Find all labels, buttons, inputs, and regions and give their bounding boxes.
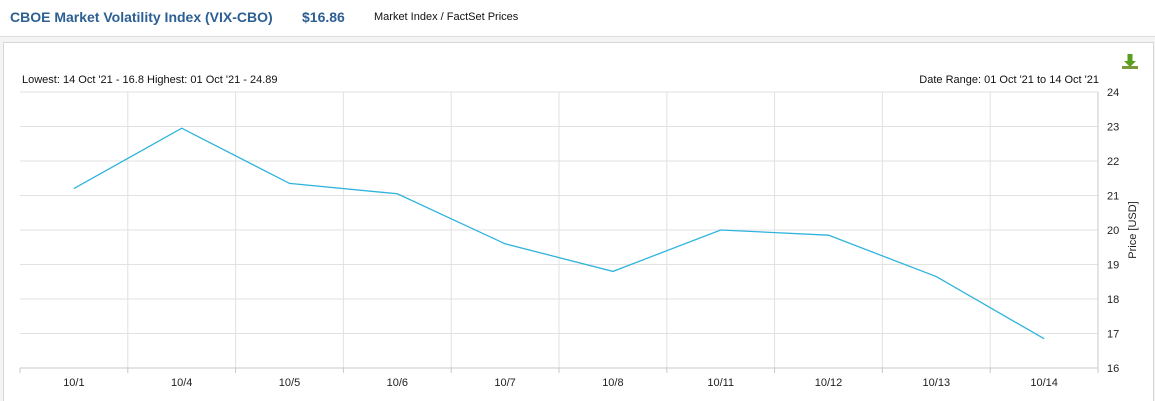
data-point[interactable] xyxy=(1041,336,1047,342)
data-point[interactable] xyxy=(179,125,185,131)
header-bar: CBOE Market Volatility Index (VIX-CBO) $… xyxy=(0,0,1155,37)
x-tick-label: 10/5 xyxy=(279,377,300,389)
x-tick-label: 10/14 xyxy=(1030,377,1058,389)
data-point[interactable] xyxy=(287,180,293,186)
data-point[interactable] xyxy=(71,186,77,192)
x-tick-label: 10/12 xyxy=(815,377,843,389)
series xyxy=(71,125,1047,342)
data-point[interactable] xyxy=(933,274,939,280)
x-tick-label: 10/4 xyxy=(171,377,192,389)
y-tick-label: 21 xyxy=(1107,191,1119,203)
data-point[interactable] xyxy=(826,232,832,238)
chart-panel xyxy=(3,42,1154,401)
y-axis-label: Price [USD] xyxy=(1127,201,1139,258)
current-price: $16.86 xyxy=(302,9,345,25)
y-tick-label: 20 xyxy=(1107,225,1119,237)
grid xyxy=(20,91,1098,368)
x-tick-label: 10/13 xyxy=(923,377,951,389)
range-summary: Lowest: 14 Oct '21 - 16.8 Highest: 01 Oc… xyxy=(22,74,278,86)
data-point[interactable] xyxy=(394,191,400,197)
y-tick-label: 17 xyxy=(1107,329,1119,341)
data-point[interactable] xyxy=(502,241,508,247)
x-tick-label: 10/6 xyxy=(387,377,408,389)
data-point[interactable] xyxy=(718,227,724,233)
series-line[interactable] xyxy=(73,127,1045,340)
data-point[interactable] xyxy=(610,268,616,274)
x-tick-label: 10/11 xyxy=(707,377,734,389)
y-tick-label: 24 xyxy=(1107,87,1119,99)
axes xyxy=(19,92,1099,373)
page-title[interactable]: CBOE Market Volatility Index (VIX-CBO) xyxy=(10,9,273,25)
x-tick-label: 10/7 xyxy=(494,377,515,389)
x-tick-label: 10/1 xyxy=(63,377,84,389)
download-icon[interactable] xyxy=(1121,53,1139,71)
y-tick-label: 18 xyxy=(1107,294,1119,306)
tick-labels: 16 17 18 19 20 21 22 23 24 10/1 10/4 10/5 10/6 10/7 10… xyxy=(63,87,1139,389)
data-source: Market Index / FactSet Prices xyxy=(374,11,519,23)
y-tick-label: 22 xyxy=(1107,156,1119,168)
y-tick-label: 19 xyxy=(1107,260,1119,272)
x-tick-label: 10/8 xyxy=(602,377,623,389)
y-tick-label: 16 xyxy=(1107,363,1119,375)
date-range: Date Range: 01 Oct '21 to 14 Oct '21 xyxy=(919,74,1099,86)
y-tick-label: 23 xyxy=(1107,122,1119,134)
